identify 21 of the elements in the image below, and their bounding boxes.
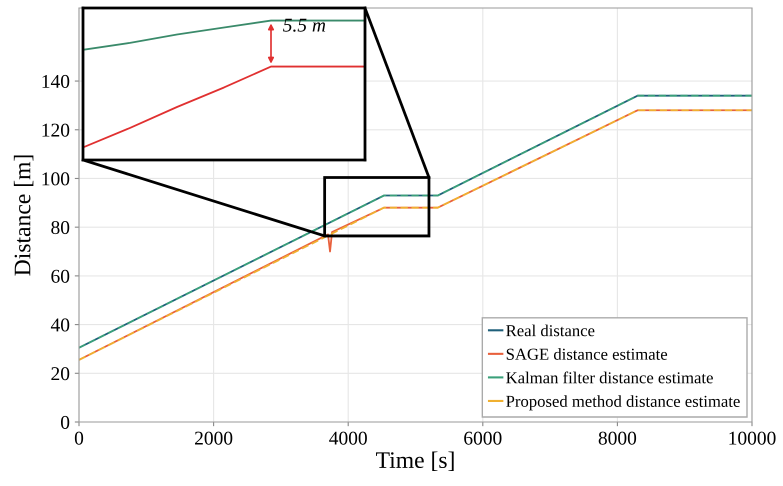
x-tick-label: 8000 [598, 432, 636, 445]
legend-label: SAGE distance estimate [506, 348, 668, 360]
legend-label: Real distance [506, 324, 594, 336]
x-tick-label: 10000 [729, 432, 776, 445]
y-tick-label: 120 [42, 124, 70, 137]
y-tick-label: 140 [42, 74, 70, 88]
x-tick-label: 0 [74, 432, 84, 445]
y-axis-title: Distance [m] [14, 155, 34, 276]
legend-label: Proposed method distance estimate [506, 395, 740, 410]
y-tick-label: 20 [51, 367, 70, 380]
legend-label: Kalman filter distance estimate [506, 372, 713, 384]
y-tick-label: 80 [51, 220, 70, 234]
annotation: 5.5 m [283, 18, 326, 32]
x-tick-label: 2000 [195, 432, 232, 445]
y-tick-label: 100 [42, 172, 70, 186]
x-tick-label: 4000 [329, 432, 367, 445]
y-tick-label: 40 [50, 318, 70, 332]
y-tick-label: 0 [60, 416, 70, 429]
x-axis-title: Time [s] [376, 451, 454, 471]
y-tick-label: 60 [51, 270, 70, 283]
x-tick-label: 6000 [464, 432, 502, 445]
